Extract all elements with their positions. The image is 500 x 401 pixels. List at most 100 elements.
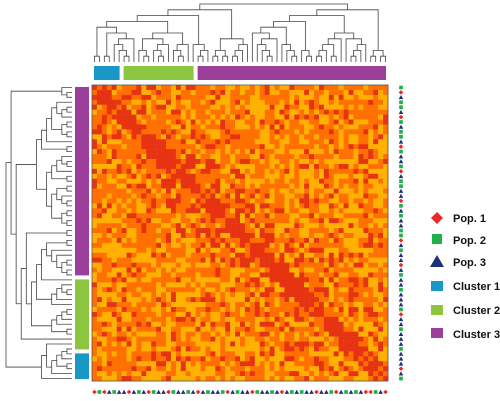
heatmap-cell [279,168,285,175]
heatmap-cell [111,139,117,145]
heatmap-cell [185,351,191,357]
heatmap-cell [244,262,251,268]
heatmap-cell [166,198,172,204]
heatmap-cell [279,297,285,303]
heatmap-cell [111,109,117,115]
heatmap-cell [151,139,157,145]
heatmap-cell [205,188,211,194]
heatmap-cell [343,247,349,253]
heatmap-cell [304,237,310,244]
heatmap-cell [264,134,270,140]
heatmap-cell [378,287,384,293]
heatmap-cell [240,218,246,224]
heatmap-cell [348,247,354,253]
heatmap-cell [200,154,206,160]
heatmap-cell [156,316,162,323]
heatmap-cell [111,198,117,204]
heatmap-cell [254,282,260,288]
heatmap-cell [225,163,231,170]
heatmap-cell [116,89,122,96]
heatmap-cell [180,233,186,239]
heatmap-cell [225,109,231,115]
heatmap-cell [210,119,216,125]
heatmap-cell [200,262,206,268]
heatmap-cell [121,213,127,219]
heatmap-cell [358,163,364,170]
heatmap-cell [96,193,103,199]
heatmap-cell [318,311,325,318]
heatmap-cell [333,223,339,229]
heatmap-cell [363,85,369,91]
heatmap-cell [170,302,177,308]
heatmap-cell [279,346,285,352]
heatmap-cell [136,203,142,209]
heatmap-cell [235,114,241,120]
heatmap-cell [106,267,112,273]
heatmap-cell [353,247,359,253]
heatmap-cell [279,193,285,199]
heatmap-cell [314,356,320,362]
heatmap-cell [170,267,177,273]
heatmap-cell [175,336,182,342]
heatmap-cell [254,331,260,337]
heatmap-cell [131,114,137,120]
heatmap-cell [156,361,162,367]
heatmap-cell [210,242,216,249]
heatmap-cell [200,173,206,179]
heatmap-cell [383,376,389,382]
heatmap-cell [210,173,216,179]
heatmap-cell [215,213,221,219]
heatmap-cell [269,208,275,214]
heatmap-cell [378,321,384,327]
heatmap-cell [96,203,103,209]
heatmap-cell [309,124,315,130]
heatmap-cell [294,351,300,357]
heatmap-cell [200,213,206,219]
heatmap-cell [264,104,270,110]
heatmap-cell [343,262,349,268]
dendrogram-branch [219,38,244,51]
heatmap-cell [106,149,112,155]
heatmap-cell [259,237,265,244]
heatmap-cell [136,213,142,219]
heatmap-cell [141,331,147,337]
heatmap-cell [230,326,236,332]
heatmap-cell [92,94,98,101]
heatmap-cell [146,154,152,160]
heatmap-cell [220,341,226,347]
heatmap-cell [328,356,334,362]
heatmap-cell [304,193,310,199]
heatmap-cell [274,272,280,278]
heatmap-cell [284,134,290,140]
heatmap-cell [284,228,290,234]
heatmap-cell [299,277,305,283]
heatmap-cell [279,336,285,342]
heatmap-cell [170,376,177,382]
heatmap-cell [348,237,354,244]
heatmap-cell [338,228,344,234]
heatmap-cell [136,168,142,175]
heatmap-cell [309,311,315,318]
heatmap-cell [131,149,137,155]
heatmap-cell [338,109,344,115]
dendrogram-branch [66,289,72,296]
heatmap-cell [215,144,221,150]
pop3-marker [245,389,250,394]
heatmap-cell [141,89,147,96]
heatmap-cell [200,361,206,367]
heatmap-cell [328,233,334,239]
heatmap-cell [96,134,103,140]
heatmap-cell [318,104,325,110]
heatmap-cell [338,252,344,258]
heatmap-cell [304,277,310,283]
heatmap-cell [383,371,389,377]
heatmap-cell [240,287,246,293]
heatmap-cell [205,193,211,199]
heatmap-cell [333,262,339,268]
dendrogram-branch [197,55,204,62]
heatmap-cell [353,173,359,179]
heatmap-cell [111,297,117,303]
heatmap-cell [274,252,280,258]
heatmap-cell [146,361,152,367]
heatmap-cell [363,129,369,135]
